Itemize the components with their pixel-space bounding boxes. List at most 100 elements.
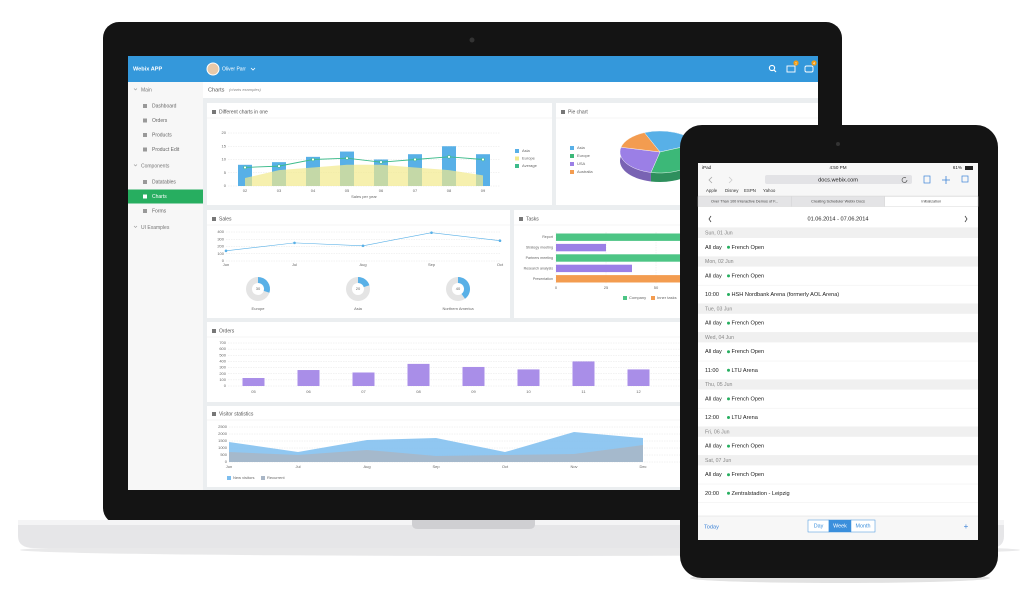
sidebar-section[interactable]: Main	[141, 87, 152, 93]
event-text[interactable]: Zentralstadion - Leipzig	[732, 491, 790, 497]
next-week[interactable]	[964, 215, 968, 223]
x-tick-label: 07	[361, 389, 366, 394]
x-tick-label: 08	[416, 389, 421, 394]
point	[293, 241, 296, 245]
sidebar-section[interactable]: UI Examples	[141, 225, 170, 231]
new-tab-button[interactable]	[942, 176, 950, 184]
event-text[interactable]: French Open	[732, 472, 765, 478]
prev-week[interactable]	[708, 215, 712, 223]
legend-label: Europe	[577, 153, 591, 158]
y-tick-label: 20	[222, 130, 227, 135]
y-tick-label: 1500	[218, 438, 228, 443]
event-text[interactable]: LTU Arena	[732, 415, 759, 421]
message-icon[interactable]	[804, 65, 814, 73]
point	[277, 164, 281, 168]
event-time[interactable]: 12:00	[705, 415, 719, 421]
user-avatar[interactable]	[206, 62, 220, 76]
add-event-button[interactable]: +	[964, 522, 969, 531]
event-text[interactable]: French Open	[732, 321, 765, 327]
bookmark[interactable]: Yahoo	[763, 188, 776, 193]
donut-value: 20	[356, 286, 361, 291]
x-tick-label: Sep	[428, 262, 436, 267]
event-dot	[727, 397, 730, 401]
panel-icon	[212, 329, 216, 333]
y-tick-label: 0	[224, 383, 227, 388]
x-tick-label: 25	[604, 285, 609, 290]
section-chevron	[133, 88, 138, 91]
y-tick-label: 400	[219, 358, 226, 363]
event-time[interactable]: 20:00	[705, 491, 719, 497]
sidebar-item[interactable]: Products	[152, 132, 172, 138]
laptop-camera	[469, 37, 475, 43]
url-field[interactable]	[765, 175, 912, 184]
point	[224, 249, 228, 253]
forward-button[interactable]	[728, 176, 733, 184]
today-button[interactable]: Today	[704, 524, 719, 530]
sidebar-item[interactable]: Dashboard	[152, 103, 177, 109]
event-time[interactable]: All day	[705, 245, 722, 251]
event-text[interactable]: HSH Nordbank Arena (formerly AOL Arena)	[732, 292, 840, 298]
event-text[interactable]: French Open	[732, 273, 765, 279]
battery-icon	[965, 166, 973, 170]
panel-icon	[519, 217, 523, 221]
bookmark[interactable]: ESPN	[744, 188, 756, 193]
panel-title: Sales	[219, 216, 232, 222]
share-button[interactable]	[923, 175, 931, 184]
sidebar-section[interactable]: Components	[141, 163, 170, 169]
sidebar-item[interactable]: Charts	[152, 194, 167, 200]
x-tick-label: Aug	[363, 464, 370, 469]
day-header	[698, 228, 978, 238]
x-tick-label: 06	[379, 188, 384, 193]
user-name[interactable]: Oliver Parr	[222, 66, 246, 72]
bar	[517, 369, 540, 386]
mail-icon[interactable]	[786, 65, 796, 73]
event-time[interactable]: All day	[705, 349, 722, 355]
tablet-camera	[836, 142, 840, 146]
sidebar-item[interactable]: Datatables	[152, 179, 176, 185]
event-text[interactable]: French Open	[732, 444, 765, 450]
view-button-label[interactable]: Day	[814, 523, 824, 529]
view-button-label[interactable]: Month	[856, 523, 871, 529]
event-time[interactable]: 10:00	[705, 292, 719, 298]
x-tick-label: 09	[471, 389, 476, 394]
user-menu-caret[interactable]	[250, 67, 256, 71]
view-button-label[interactable]: Week	[833, 523, 847, 529]
event-text[interactable]: French Open	[732, 396, 765, 402]
event-time[interactable]: All day	[705, 321, 722, 327]
y-tick-label: 0	[224, 183, 227, 188]
view-button[interactable]	[850, 519, 876, 533]
x-tick-label: Dec	[639, 464, 646, 469]
x-tick-label: 11	[581, 389, 586, 394]
event-time[interactable]: 11:00	[705, 368, 719, 374]
sidebar-item[interactable]: Product Edit	[152, 147, 180, 153]
point	[481, 157, 485, 162]
reload-button[interactable]	[901, 177, 908, 183]
back-button[interactable]	[708, 176, 713, 184]
event-time[interactable]: All day	[705, 273, 722, 279]
sidebar-item[interactable]: Forms	[152, 208, 167, 214]
bookmark[interactable]: Disney	[725, 188, 739, 193]
event-time[interactable]: All day	[705, 444, 722, 450]
browser-tab-title[interactable]: Over Than 100 Interactive Demos of F...	[711, 200, 778, 204]
x-tick-label: 10	[526, 389, 531, 394]
event-dot	[727, 473, 730, 477]
url[interactable]: docs.webix.com	[818, 177, 858, 183]
event-text[interactable]: French Open	[732, 245, 765, 251]
event-text[interactable]: French Open	[732, 349, 765, 355]
point	[413, 157, 417, 162]
bookmark[interactable]: Apple	[706, 188, 718, 193]
event-text[interactable]: LTU Arena	[732, 368, 759, 374]
legend-label: Inner tasks	[657, 295, 677, 300]
search-icon[interactable]	[768, 64, 776, 72]
y-tick-label: 15	[222, 143, 227, 148]
event-time[interactable]: All day	[705, 396, 722, 402]
y-tick-label: 500	[219, 352, 226, 357]
donut-hole	[452, 283, 464, 295]
event-time[interactable]: All day	[705, 472, 722, 478]
sidebar-item[interactable]: Orders	[152, 118, 168, 124]
tabs-button[interactable]	[961, 175, 969, 183]
browser-tab-title[interactable]: Creating Scheduler Webix Docs	[811, 200, 865, 204]
browser-tab-title[interactable]: Initialization	[921, 200, 941, 204]
browser-tab[interactable]	[884, 196, 979, 207]
bar	[556, 275, 696, 283]
